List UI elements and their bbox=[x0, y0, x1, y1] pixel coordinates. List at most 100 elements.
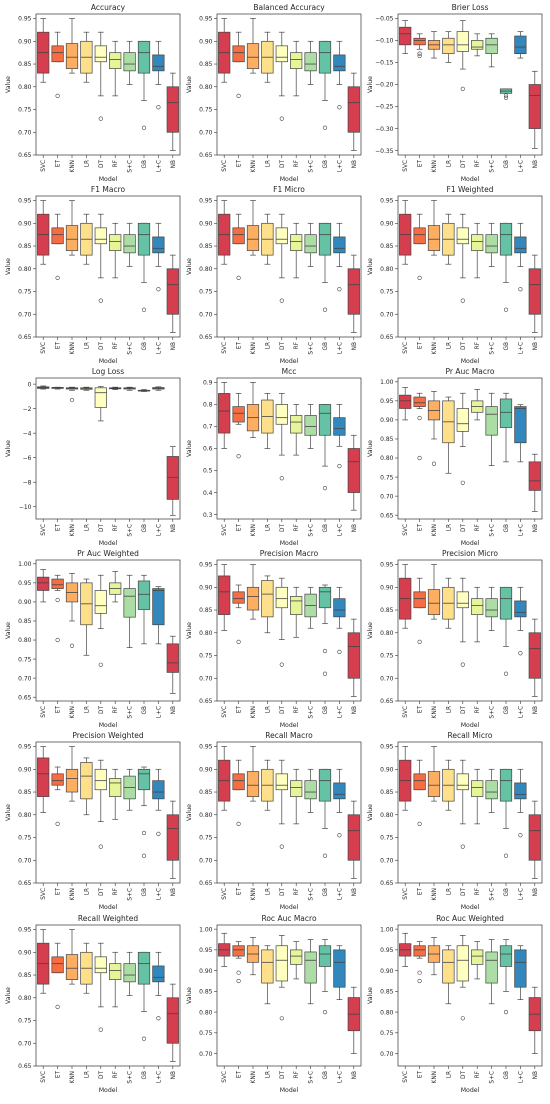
box-iqr bbox=[456, 408, 469, 432]
x-tick-label: KNN bbox=[251, 524, 257, 536]
box-DT: DT bbox=[94, 942, 107, 1079]
outlier-point bbox=[279, 476, 284, 481]
box-DT: DT bbox=[456, 759, 469, 896]
x-tick-label: ET bbox=[237, 888, 243, 896]
x-tick-label: DT bbox=[99, 1071, 105, 1079]
box-RF: RF bbox=[471, 222, 484, 349]
box-L+C: L+C bbox=[152, 951, 165, 1083]
y-tick-label: 0.75 bbox=[380, 289, 394, 296]
x-tick-label: SVC bbox=[403, 342, 409, 354]
box-iqr bbox=[166, 86, 179, 133]
x-tick-label: RF bbox=[113, 524, 119, 531]
y-tick-label: 0.75 bbox=[199, 107, 213, 114]
plot-frame bbox=[216, 13, 362, 156]
box-LR: LR bbox=[80, 578, 93, 713]
x-tick-label: SVC bbox=[41, 706, 47, 718]
box-S+C: S+C bbox=[485, 939, 498, 1084]
y-tick-label: −0.30 bbox=[375, 126, 394, 133]
box-RF: RF bbox=[290, 222, 303, 349]
x-tick-label: L+C bbox=[156, 888, 162, 900]
y-tick-label: 0.70 bbox=[18, 129, 32, 136]
x-tick-label: KNN bbox=[70, 342, 76, 354]
x-tick-label: DT bbox=[280, 1071, 286, 1079]
x-axis-label: Model bbox=[461, 540, 480, 547]
box-iqr bbox=[166, 643, 179, 673]
box-LR: LR bbox=[442, 396, 455, 531]
x-tick-label: S+C bbox=[309, 706, 315, 719]
box-iqr bbox=[232, 406, 245, 423]
y-tick-label: 0.95 bbox=[18, 580, 32, 587]
box-KNN: KNN bbox=[427, 746, 441, 900]
box-LR: LR bbox=[442, 945, 455, 1078]
box-SVC: SVC bbox=[218, 932, 231, 1083]
y-tick-label: 0.75 bbox=[380, 835, 394, 842]
box-iqr bbox=[442, 949, 455, 984]
box-L+C: L+C bbox=[514, 586, 527, 718]
box-NB: NB bbox=[528, 254, 541, 350]
box-iqr bbox=[456, 227, 469, 245]
subplot-10: Pr Auc Weighted 0.65 0.70 0.75 0.80 0.85 0.90 0… bbox=[5, 549, 181, 729]
x-tick-label: DT bbox=[280, 160, 286, 168]
x-tick-label: GB bbox=[323, 524, 329, 532]
y-tick-label: 0.90 bbox=[380, 968, 394, 975]
y-tick-label: 0.80 bbox=[380, 812, 394, 819]
box-KNN: KNN bbox=[427, 937, 441, 1083]
box-S+C: S+C bbox=[304, 404, 317, 537]
x-tick-label: GB bbox=[323, 888, 329, 896]
box-iqr bbox=[232, 945, 245, 957]
y-tick-label: −0.35 bbox=[375, 148, 394, 155]
box-iqr bbox=[318, 404, 332, 436]
y-tick-label: 0.80 bbox=[18, 637, 32, 644]
y-tick-label: 0.95 bbox=[18, 16, 32, 23]
box-iqr bbox=[347, 814, 360, 861]
y-tick-label: 0.65 bbox=[199, 334, 213, 341]
box-KNN: KNN bbox=[427, 200, 441, 354]
box-KNN: KNN bbox=[65, 200, 79, 354]
box-LR: LR bbox=[80, 213, 93, 349]
y-tick-label: 0.65 bbox=[18, 334, 32, 341]
outlier-point bbox=[236, 978, 241, 984]
x-tick-label: S+C bbox=[309, 888, 315, 901]
box-iqr bbox=[290, 52, 303, 69]
subplot-title: F1 Micro bbox=[273, 185, 305, 194]
outlier-point bbox=[417, 970, 422, 975]
box-iqr bbox=[123, 963, 136, 983]
box-iqr bbox=[456, 773, 469, 791]
box-iqr bbox=[137, 951, 151, 985]
x-tick-label: GB bbox=[142, 888, 148, 896]
y-tick-label: 0.95 bbox=[199, 562, 213, 569]
box-ET: ET bbox=[51, 31, 64, 167]
box-iqr bbox=[528, 84, 541, 129]
box-iqr bbox=[137, 768, 151, 791]
y-axis-label: Value bbox=[367, 622, 374, 639]
x-tick-label: DT bbox=[280, 706, 286, 714]
y-tick-label: 0.80 bbox=[18, 84, 32, 91]
box-iqr bbox=[399, 26, 412, 46]
x-tick-label: DT bbox=[99, 342, 105, 350]
x-tick-label: RF bbox=[113, 706, 119, 713]
x-tick-label: L+C bbox=[337, 1071, 343, 1083]
subplot-18: Roc Auc Weighted 0.70 0.75 0.80 0.85 0.90 0.95… bbox=[367, 914, 543, 1094]
box-S+C: S+C bbox=[123, 574, 136, 719]
x-tick-label: LR bbox=[446, 1071, 452, 1078]
box-iqr bbox=[528, 268, 541, 315]
outlier-point bbox=[337, 833, 342, 838]
x-tick-label: DT bbox=[280, 342, 286, 350]
y-tick-label: 0.95 bbox=[380, 562, 394, 569]
box-L+C: L+C bbox=[333, 222, 346, 354]
box-LR: LR bbox=[442, 759, 455, 895]
x-tick-label: SVC bbox=[403, 160, 409, 172]
box-iqr bbox=[514, 949, 527, 988]
plot-frame bbox=[216, 741, 362, 884]
outlier-point bbox=[141, 830, 147, 836]
subplot-title: Log Loss bbox=[92, 367, 124, 376]
box-iqr bbox=[51, 773, 64, 786]
outlier-point bbox=[236, 275, 241, 280]
x-axis-label: Model bbox=[280, 1087, 299, 1094]
box-iqr bbox=[456, 945, 469, 982]
subplot-4: F1 Macro 0.65 0.70 0.75 0.80 0.85 0.90 0.95 Valu… bbox=[5, 185, 181, 365]
x-axis-label: Model bbox=[99, 722, 118, 729]
box-S+C: S+C bbox=[123, 386, 136, 537]
x-tick-label: DT bbox=[99, 524, 105, 532]
